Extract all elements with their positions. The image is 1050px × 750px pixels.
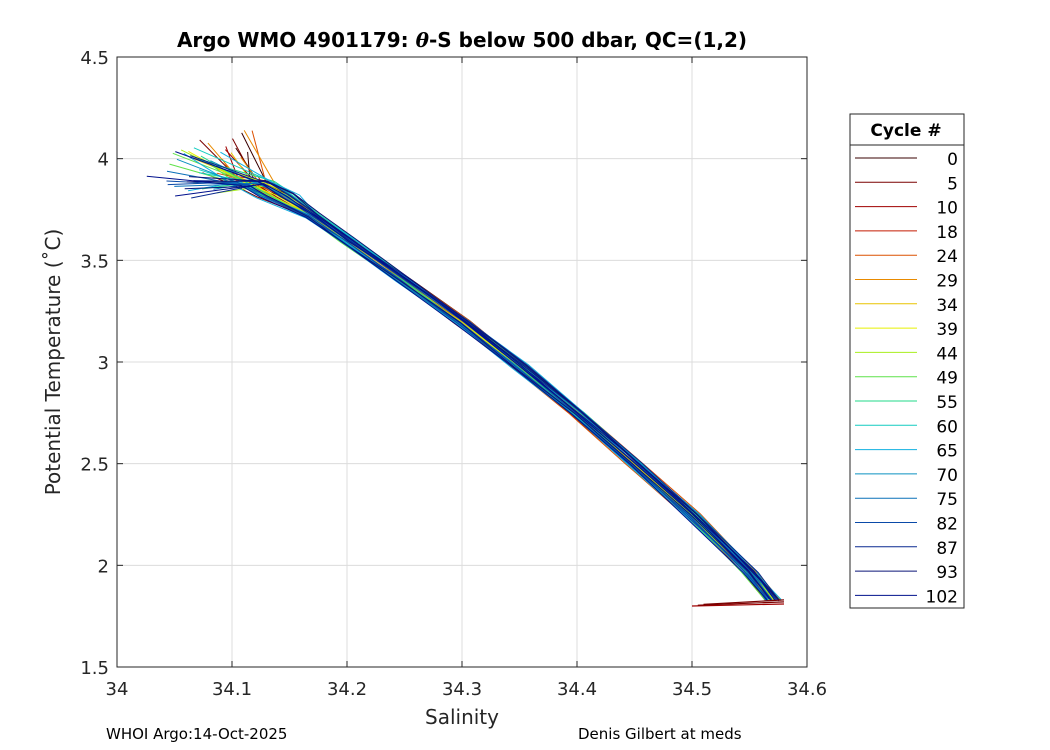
legend-label: 75: [936, 490, 958, 510]
cycle-profile-line: [175, 151, 772, 601]
title-suffix: -S below 500 dbar, QC=(1,2): [429, 28, 747, 52]
x-tick-label: 34.4: [557, 679, 597, 700]
legend-label: 87: [936, 539, 958, 559]
x-tick-label: 34.5: [672, 679, 712, 700]
legend-box: [849, 113, 965, 609]
legend-label: 60: [936, 417, 958, 437]
title-theta: θ: [416, 28, 430, 52]
y-tick-label: 4: [98, 150, 109, 171]
legend-label: 29: [936, 272, 958, 292]
legend-label: 39: [936, 320, 958, 340]
profile-lines: [146, 130, 785, 607]
legend-label: 70: [936, 466, 958, 486]
x-axis-label: Salinity: [425, 705, 499, 729]
x-tick-label: 34: [106, 679, 129, 700]
bottom-hook-line: [691, 603, 785, 607]
legend-title: Cycle #: [870, 121, 941, 141]
legend-label: 5: [947, 174, 958, 194]
legend-label: 55: [936, 393, 958, 413]
legend-label: 34: [936, 296, 958, 316]
bottom-hook-line: [703, 599, 785, 605]
footer-credit-date: WHOI Argo:14-Oct-2025: [106, 725, 288, 743]
cycle-profile-line: [184, 185, 772, 601]
legend-label: 65: [936, 442, 958, 462]
x-tick-label: 34.6: [787, 679, 827, 700]
legend-label: 82: [936, 515, 958, 535]
cycle-profile-line: [167, 181, 770, 600]
legend-label: 24: [936, 247, 958, 267]
x-tick-label: 34.2: [327, 679, 367, 700]
y-tick-label: 2: [98, 556, 109, 577]
legend-label: 102: [926, 587, 958, 607]
legend-label: 93: [936, 563, 958, 583]
y-tick-label: 2.5: [80, 455, 109, 476]
title-prefix: Argo WMO 4901179:: [177, 28, 416, 52]
legend-items: 0 5 10 18 24 29 34 39 44 49 55 60 65 70 75 82 87 93 102: [855, 150, 958, 607]
y-tick-label: 3: [98, 353, 109, 374]
legend-label: 49: [936, 369, 958, 389]
legend-label: 0: [947, 150, 958, 170]
y-tick-label: 4.5: [80, 48, 109, 69]
y-axis-label: Potential Temperature (˚C): [41, 229, 65, 496]
legend-label: 10: [936, 199, 958, 219]
grid: [117, 57, 807, 667]
cycle-profile-line: [146, 175, 769, 602]
y-tick-label: 1.5: [80, 658, 109, 679]
x-tick-label: 34.3: [442, 679, 482, 700]
cycle-profile-line: [183, 152, 769, 601]
legend-label: 44: [936, 344, 958, 364]
y-axis: 1.5 2 2.5 3 3.5 4 4.5: [80, 48, 807, 679]
legend: Cycle # 0 5 10 18 24 29 34 39 44 49 55 60 65 70 75 82 87…: [849, 113, 965, 609]
cycle-profile-line: [166, 170, 768, 601]
cycle-profile-line: [175, 183, 776, 601]
x-axis: 34 34.1 34.2 34.3 34.4 34.5 34.6: [106, 57, 827, 700]
legend-label: 18: [936, 223, 958, 243]
chart-title: Argo WMO 4901179: θ-S below 500 dbar, QC…: [177, 28, 747, 52]
x-tick-label: 34.1: [212, 679, 252, 700]
footer-author: Denis Gilbert at meds: [578, 725, 742, 743]
y-tick-label: 3.5: [80, 251, 109, 272]
bottom-hook-line: [697, 601, 785, 606]
